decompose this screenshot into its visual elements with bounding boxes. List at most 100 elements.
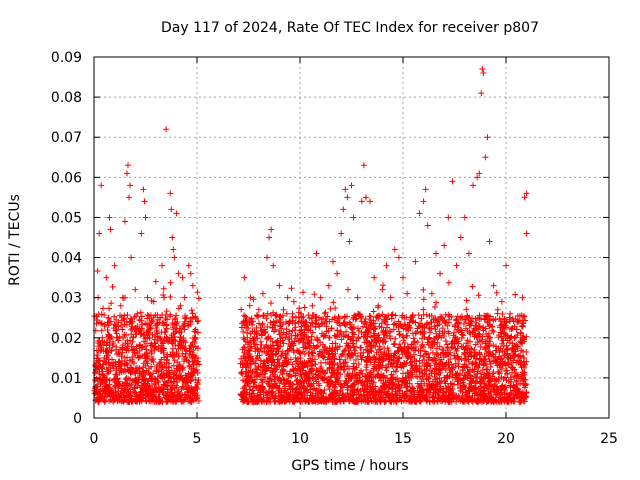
roti-sample-point — [115, 350, 122, 357]
roti-sample-point — [423, 362, 430, 369]
roti-sample-point — [484, 366, 491, 373]
roti-sample-point — [414, 380, 421, 387]
roti-sample-point — [264, 344, 271, 351]
roti-data-point — [259, 290, 266, 297]
roti-sample-point — [195, 358, 202, 365]
roti-sample-point — [173, 350, 180, 357]
roti-sample-point — [432, 356, 439, 363]
roti-data-point — [134, 310, 141, 317]
roti-sample-point — [242, 397, 249, 404]
roti-data-point — [268, 226, 275, 233]
roti-sample-point — [460, 382, 467, 389]
roti-sample-point — [137, 341, 144, 348]
roti-sample-point — [142, 335, 149, 342]
roti-sample-point — [172, 398, 179, 405]
roti-sample-point — [250, 383, 257, 390]
roti-sample-point — [473, 319, 480, 326]
roti-sample-point — [352, 356, 359, 363]
roti-sample-point — [402, 390, 409, 397]
roti-sample-point — [362, 334, 369, 341]
roti-data-point — [490, 282, 497, 289]
roti-sample-point — [143, 383, 150, 390]
roti-sample-point — [334, 334, 341, 341]
roti-sample-point — [189, 372, 196, 379]
roti-sample-point — [373, 338, 380, 345]
roti-sample-point — [128, 398, 135, 405]
roti-sample-point — [434, 381, 441, 388]
roti-sample-point — [146, 334, 153, 341]
roti-sample-point — [117, 397, 124, 404]
roti-data-point — [158, 262, 165, 269]
roti-sample-point — [404, 380, 411, 387]
roti-sample-point — [338, 336, 345, 343]
roti-sample-point — [173, 312, 180, 319]
roti-sample-point — [337, 328, 344, 335]
roti-sample-point — [455, 393, 462, 400]
roti-sample-point — [105, 322, 112, 329]
roti-sample-point — [245, 347, 252, 354]
roti-sample-point — [357, 380, 364, 387]
roti-sample-point — [522, 376, 529, 383]
roti-sample-point — [112, 322, 119, 329]
roti-sample-point — [435, 334, 442, 341]
roti-sample-point — [389, 394, 396, 401]
roti-sample-point — [160, 347, 167, 354]
roti-sample-point — [296, 305, 303, 312]
roti-sample-point — [344, 353, 351, 360]
roti-data-point — [292, 314, 299, 321]
roti-data-point — [408, 314, 415, 321]
roti-sample-point — [151, 381, 158, 388]
roti-sample-point — [173, 325, 180, 332]
roti-data-point — [432, 250, 439, 257]
roti-sample-point — [253, 367, 260, 374]
roti-sample-point — [412, 343, 419, 350]
roti-sample-point — [501, 315, 508, 322]
roti-sample-point — [380, 383, 387, 390]
roti-sample-point — [148, 393, 155, 400]
roti-data-point — [142, 214, 149, 221]
roti-sample-point — [366, 388, 373, 395]
roti-sample-point — [270, 390, 277, 397]
roti-sample-point — [272, 312, 279, 319]
roti-sample-point — [326, 386, 333, 393]
roti-sample-point — [104, 375, 111, 382]
roti-sample-point — [400, 370, 407, 377]
roti-sample-point — [336, 356, 343, 363]
roti-data-point — [420, 198, 427, 205]
roti-sample-point — [447, 380, 454, 387]
roti-sample-point — [128, 331, 135, 338]
roti-sample-point — [427, 319, 434, 326]
roti-sample-point — [498, 356, 505, 363]
roti-sample-point — [348, 325, 355, 332]
x-tick-label: 15 — [394, 431, 412, 447]
roti-data-point — [367, 198, 374, 205]
roti-sample-point — [297, 336, 304, 343]
roti-sample-point — [337, 364, 344, 371]
roti-data-point — [342, 186, 349, 193]
roti-sample-point — [447, 356, 454, 363]
roti-sample-point — [404, 352, 411, 359]
roti-sample-point — [445, 279, 452, 286]
roti-sample-point — [387, 361, 394, 368]
roti-data-point — [272, 326, 279, 333]
roti-sample-point — [138, 388, 145, 395]
roti-sample-point — [494, 356, 501, 363]
roti-sample-point — [162, 394, 169, 401]
roti-sample-point — [432, 376, 439, 383]
roti-sample-point — [312, 314, 319, 321]
roti-sample-point — [159, 340, 166, 347]
roti-sample-point — [419, 341, 426, 348]
roti-sample-point — [456, 370, 463, 377]
roti-sample-point — [270, 309, 277, 316]
roti-sample-point — [481, 371, 488, 378]
roti-sample-point — [364, 347, 371, 354]
roti-sample-point — [483, 361, 490, 368]
roti-sample-point — [306, 375, 313, 382]
roti-sample-point — [480, 397, 487, 404]
roti-sample-point — [448, 313, 455, 320]
roti-data-point — [358, 198, 365, 205]
roti-data-point — [348, 182, 355, 189]
roti-sample-point — [503, 377, 510, 384]
roti-sample-point — [118, 362, 125, 369]
roti-data-point — [96, 230, 103, 237]
